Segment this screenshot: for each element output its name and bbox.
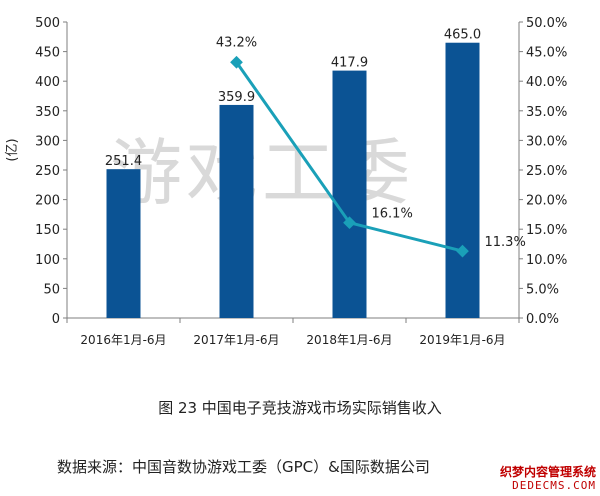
y-tick-label-right: 15.0% — [526, 223, 567, 238]
y-tick-label-left: 450 — [35, 46, 60, 61]
line-data-label: 11.3% — [485, 235, 526, 250]
y-tick-label-left: 150 — [35, 223, 60, 238]
y-tick-label-left: 0 — [52, 312, 60, 327]
y-tick-label-right: 45.0% — [526, 46, 567, 61]
bar-data-label: 251.4 — [105, 154, 142, 169]
y-tick-label-right: 0.0% — [526, 312, 559, 327]
bar — [106, 169, 141, 318]
y-tick-label-right: 25.0% — [526, 164, 567, 179]
y-tick-label-right: 35.0% — [526, 105, 567, 120]
y-tick-label-right: 20.0% — [526, 194, 567, 209]
bar-data-label: 465.0 — [444, 28, 481, 43]
line-data-label: 16.1% — [372, 207, 413, 222]
y-tick-label-left: 400 — [35, 75, 60, 90]
logo-line1: 织梦内容管理系统 — [499, 465, 596, 479]
line-point — [343, 216, 356, 230]
y-tick-label-left: 500 — [35, 16, 60, 31]
line-point — [230, 55, 243, 69]
y-tick-label-left: 50 — [43, 282, 60, 297]
y-tick-label-right: 50.0% — [526, 16, 567, 31]
y-axis-label: (亿) — [5, 138, 20, 161]
y-tick-label-left: 100 — [35, 253, 60, 268]
y-tick-label-left: 250 — [35, 164, 60, 179]
logo: 织梦内容管理系统 DEDECMS.COM — [499, 465, 596, 493]
y-tick-label-left: 200 — [35, 194, 60, 209]
y-tick-label-right: 5.0% — [526, 282, 559, 297]
x-tick-label: 2018年1月-6月 — [306, 333, 392, 347]
x-tick-label: 2017年1月-6月 — [193, 333, 279, 347]
y-tick-label-right: 10.0% — [526, 253, 567, 268]
line-data-label: 43.2% — [216, 35, 257, 50]
logo-line2: DEDECMS.COM — [512, 479, 596, 492]
data-source: 数据来源：中国音数协游戏工委（GPC）&国际数据公司 — [57, 458, 430, 476]
y-tick-label-right: 40.0% — [526, 75, 567, 90]
x-tick-label: 2016年1月-6月 — [80, 333, 166, 347]
bar — [332, 70, 367, 318]
bar — [445, 42, 480, 318]
bar-data-label: 417.9 — [331, 56, 368, 71]
x-tick-label: 2019年1月-6月 — [419, 333, 505, 347]
y-tick-label-right: 30.0% — [526, 134, 567, 149]
y-tick-label-left: 300 — [35, 134, 60, 149]
line-point — [456, 244, 469, 258]
watermark: 游戏工委 — [110, 131, 414, 215]
bar-data-label: 359.9 — [218, 90, 255, 105]
bar — [219, 104, 254, 318]
y-tick-label-left: 350 — [35, 105, 60, 120]
figure-caption: 图 23 中国电子竞技游戏市场实际销售收入 — [158, 399, 442, 417]
